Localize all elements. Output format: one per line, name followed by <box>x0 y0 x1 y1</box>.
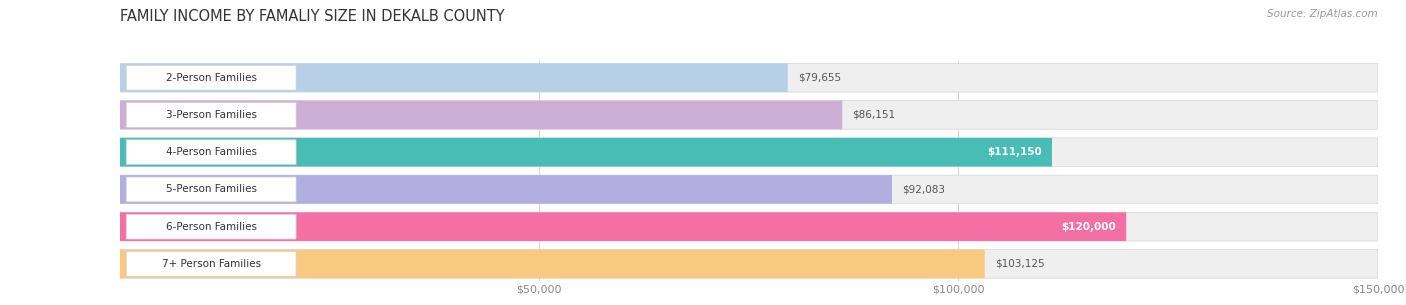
Text: 5-Person Families: 5-Person Families <box>166 185 257 194</box>
FancyBboxPatch shape <box>120 63 1378 92</box>
FancyBboxPatch shape <box>127 140 297 165</box>
FancyBboxPatch shape <box>127 214 297 239</box>
Text: 4-Person Families: 4-Person Families <box>166 147 257 157</box>
FancyBboxPatch shape <box>127 102 297 127</box>
FancyBboxPatch shape <box>120 175 891 204</box>
FancyBboxPatch shape <box>120 138 1052 167</box>
Text: FAMILY INCOME BY FAMALIY SIZE IN DEKALB COUNTY: FAMILY INCOME BY FAMALIY SIZE IN DEKALB … <box>120 9 505 24</box>
Text: $79,655: $79,655 <box>797 73 841 83</box>
Text: $86,151: $86,151 <box>852 110 896 120</box>
FancyBboxPatch shape <box>127 252 297 276</box>
Text: 2-Person Families: 2-Person Families <box>166 73 257 83</box>
Text: Source: ZipAtlas.com: Source: ZipAtlas.com <box>1267 9 1378 19</box>
Text: 6-Person Families: 6-Person Families <box>166 222 257 232</box>
Text: $103,125: $103,125 <box>994 259 1045 269</box>
Text: $120,000: $120,000 <box>1062 222 1116 232</box>
Text: 7+ Person Families: 7+ Person Families <box>162 259 260 269</box>
FancyBboxPatch shape <box>120 63 787 92</box>
FancyBboxPatch shape <box>120 249 984 278</box>
FancyBboxPatch shape <box>120 175 1378 204</box>
FancyBboxPatch shape <box>120 138 1378 167</box>
FancyBboxPatch shape <box>127 177 297 202</box>
FancyBboxPatch shape <box>120 101 1378 129</box>
FancyBboxPatch shape <box>127 65 297 90</box>
Text: $92,083: $92,083 <box>903 185 945 194</box>
FancyBboxPatch shape <box>120 101 842 129</box>
Text: 3-Person Families: 3-Person Families <box>166 110 257 120</box>
FancyBboxPatch shape <box>120 212 1378 241</box>
Text: $111,150: $111,150 <box>987 147 1042 157</box>
FancyBboxPatch shape <box>120 212 1126 241</box>
FancyBboxPatch shape <box>120 249 1378 278</box>
